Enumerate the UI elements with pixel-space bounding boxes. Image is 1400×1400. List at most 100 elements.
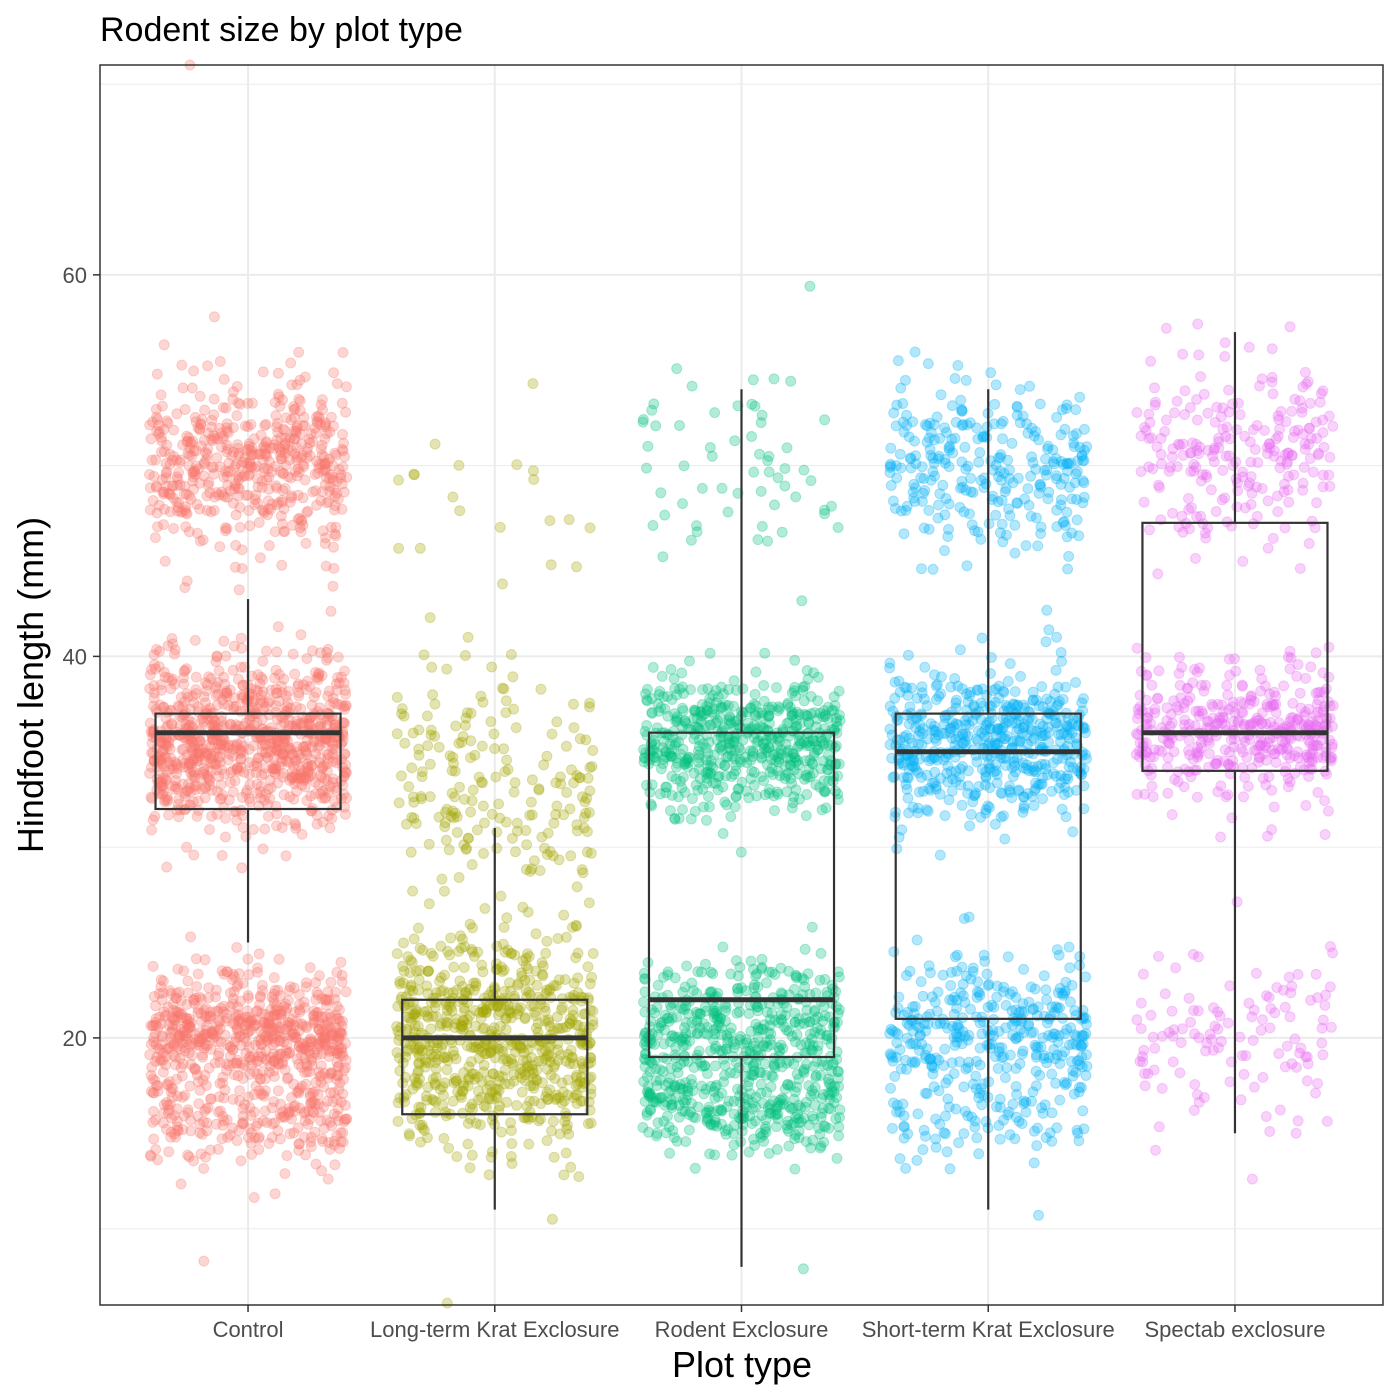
data-point: [233, 483, 245, 495]
data-point: [319, 464, 331, 476]
data-point: [316, 458, 327, 470]
data-point: [299, 1002, 311, 1014]
data-point: [652, 1029, 664, 1041]
data-point: [329, 504, 340, 516]
data-point: [168, 523, 180, 534]
data-point: [535, 683, 547, 695]
data-point: [189, 466, 201, 477]
data-point: [773, 701, 785, 713]
data-point: [243, 468, 255, 480]
data-point: [177, 1124, 189, 1135]
data-point: [148, 649, 160, 661]
data-point: [194, 423, 206, 435]
data-point: [998, 810, 1009, 822]
data-point: [462, 1118, 474, 1129]
data-point: [227, 422, 239, 434]
data-point: [194, 390, 206, 402]
data-point: [762, 455, 774, 467]
data-point: [568, 698, 579, 710]
data-point: [781, 442, 793, 454]
data-point: [232, 482, 244, 494]
data-point: [271, 499, 283, 511]
data-point: [191, 981, 203, 992]
chart-title: Rodent size by plot type: [100, 11, 463, 49]
data-point: [148, 470, 160, 482]
data-point: [568, 1058, 580, 1070]
data-point: [461, 842, 472, 854]
data-point: [277, 1110, 289, 1122]
data-point: [255, 448, 267, 460]
data-point: [198, 1004, 210, 1016]
data-point: [300, 981, 312, 993]
data-point: [215, 756, 227, 768]
data-point: [316, 1165, 328, 1177]
data-point: [339, 451, 351, 463]
data-point: [291, 785, 303, 797]
data-point: [294, 1083, 306, 1094]
data-point: [270, 410, 282, 422]
data-point: [285, 432, 296, 444]
data-point: [190, 684, 202, 696]
data-point: [1060, 811, 1072, 823]
data-point: [149, 810, 161, 822]
data-point: [185, 493, 197, 505]
data-point: [189, 634, 201, 646]
data-point: [311, 672, 323, 684]
data-point: [151, 507, 163, 519]
data-point: [147, 1087, 159, 1099]
data-point: [504, 977, 515, 989]
data-point: [209, 715, 220, 727]
data-point: [678, 688, 690, 699]
data-point: [685, 1074, 697, 1086]
data-point: [1007, 771, 1019, 782]
data-point: [651, 1127, 663, 1139]
data-point: [487, 1068, 499, 1080]
data-point: [293, 466, 305, 478]
data-point: [943, 794, 955, 806]
data-point: [692, 966, 704, 978]
data-point: [477, 1023, 489, 1035]
data-point: [144, 482, 156, 494]
data-point: [498, 921, 510, 933]
data-point: [327, 580, 339, 592]
data-point: [916, 681, 928, 693]
data-point: [203, 992, 215, 1004]
data-point: [301, 446, 313, 458]
data-point: [818, 705, 830, 716]
data-point: [147, 495, 159, 506]
data-point: [566, 764, 577, 776]
data-point: [691, 1015, 703, 1027]
data-point: [752, 534, 764, 546]
data-point: [1037, 793, 1048, 805]
data-point: [204, 487, 216, 499]
data-point: [333, 1084, 345, 1095]
data-point: [231, 410, 243, 422]
data-point: [648, 398, 660, 410]
data-point: [158, 423, 170, 435]
data-point: [673, 813, 685, 824]
data-point: [705, 1045, 717, 1057]
data-point: [822, 1087, 834, 1099]
data-point: [315, 495, 327, 507]
data-point: [171, 480, 183, 491]
data-point: [164, 489, 176, 500]
data-point: [427, 689, 439, 701]
data-point: [257, 843, 269, 855]
data-point: [166, 1082, 177, 1094]
data-point: [280, 850, 292, 862]
data-point: [180, 521, 192, 533]
data-point: [499, 766, 511, 778]
data-point: [586, 971, 598, 983]
data-point: [814, 781, 826, 793]
data-point: [414, 942, 426, 954]
data-point: [319, 458, 331, 470]
data-point: [917, 728, 929, 740]
data-point: [934, 849, 946, 861]
data-point: [285, 357, 297, 369]
data-point: [235, 804, 247, 816]
data-point: [167, 492, 179, 504]
data-point: [277, 423, 289, 435]
data-point: [563, 514, 575, 526]
data-point: [671, 713, 683, 725]
data-point: [277, 484, 289, 496]
